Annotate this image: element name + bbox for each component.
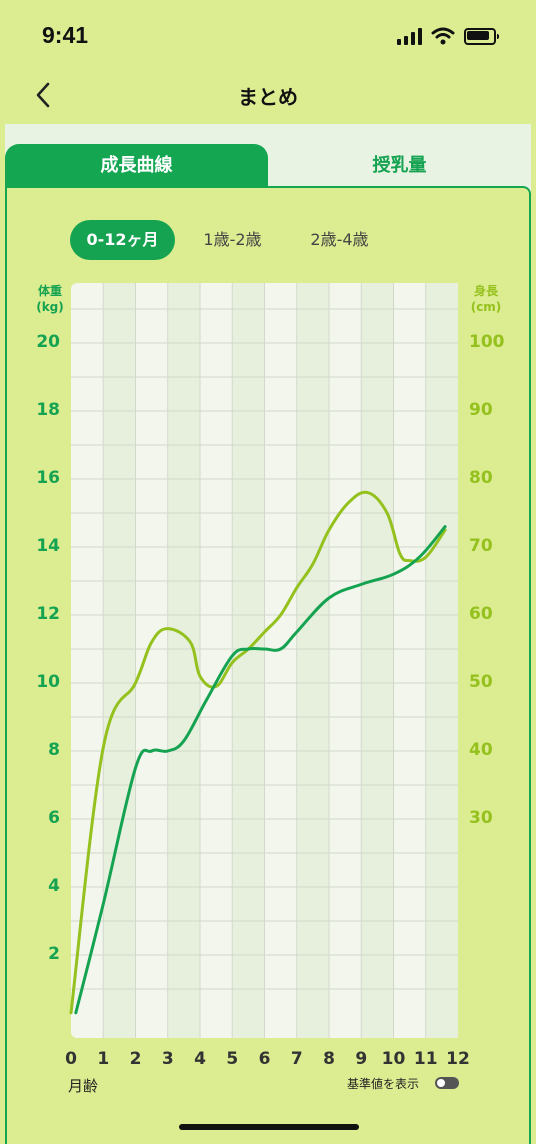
left-axis-tick-label: 18 [36,400,60,420]
right-axis-tick-label: 80 [469,468,493,488]
left-axis-tick-label: 8 [48,740,60,760]
left-axis-tick-label: 4 [48,876,60,896]
right-axis-tick-label: 100 [469,332,505,352]
x-axis-tick-label: 11 [413,1049,438,1069]
left-axis-tick-label: 2 [48,944,60,964]
right-axis-tick-label: 40 [469,740,493,760]
cellular-signal-icon [397,28,422,45]
back-chevron-icon[interactable] [30,80,60,110]
left-axis-tick-label: 12 [36,604,60,624]
right-axis-tick-label: 70 [469,536,493,556]
wifi-icon [431,27,455,45]
x-axis-tick-label: 8 [323,1049,335,1069]
x-axis-tick-label: 10 [381,1049,406,1069]
right-axis-title-line1: 身長 [473,284,498,298]
left-axis-title: 体重 (kg) [33,283,67,315]
left-axis-tick-label: 20 [36,332,60,352]
right-axis-title-line2: (cm) [470,300,502,314]
show-reference-label: 基準値を表示 [347,1077,420,1091]
status-icons [397,27,499,45]
x-axis-tick-label: 4 [194,1049,206,1069]
tab-feeding-amount[interactable]: 授乳量 [372,155,427,176]
range-button-1-2-years[interactable]: 1歳-2歳 [203,230,262,249]
x-axis-tick-label: 7 [290,1049,303,1069]
left-axis-tick-label: 10 [36,672,60,692]
status-time: 9:41 [42,22,89,48]
x-axis-tick-label: 1 [97,1049,110,1069]
status-bar: 9:41 [0,0,536,70]
right-axis-title: 身長 (cm) [466,283,506,315]
right-axis-tick-label: 60 [469,604,493,624]
right-axis-tick-label: 30 [469,808,493,828]
right-axis-tick-label: 50 [469,672,493,692]
x-axis-label: 月齢 [68,1077,99,1095]
left-axis-tick-label: 6 [48,808,60,828]
right-axis-tick-label: 90 [469,400,493,420]
left-axis-title-line2: (kg) [36,300,64,314]
home-indicator [179,1124,359,1130]
show-reference-toggle[interactable] [435,1077,459,1089]
x-axis-tick-label: 12 [446,1049,470,1069]
x-axis-tick-label: 5 [226,1049,239,1069]
x-axis-tick-label: 9 [355,1049,368,1069]
x-axis-tick-label: 2 [129,1049,142,1069]
chart-panel [5,186,531,1144]
left-axis-tick-label: 16 [36,468,60,488]
x-axis-tick-label: 6 [258,1049,271,1069]
range-button-0-12-months[interactable]: 0-12ヶ月 [70,220,175,260]
x-axis-tick-label: 0 [65,1049,77,1069]
left-axis-title-line1: 体重 [37,284,62,298]
navigation-bar: まとめ [0,70,536,123]
battery-icon [464,28,499,45]
x-axis-tick-label: 3 [161,1049,174,1069]
left-axis-tick-label: 14 [36,536,60,556]
tab-growth-curve[interactable]: 成長曲線 [5,144,268,188]
page-title: まとめ [238,85,298,109]
range-button-2-4-years[interactable]: 2歳-4歳 [310,230,369,249]
